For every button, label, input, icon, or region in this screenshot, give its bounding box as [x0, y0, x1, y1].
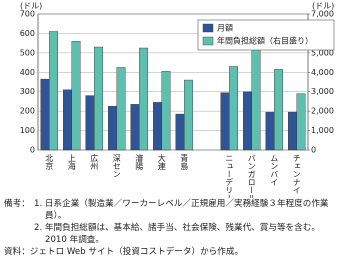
y-tick-label: 400	[20, 68, 35, 77]
note: 2. 年間負担総額は、基本給、諸手当、社会保険、残業代、賞与等を含む。2010 …	[34, 223, 320, 245]
note: 1. 日系企業（製造業／ワーカーレベル／正規雇用／実務経験３年程度の作業員）。	[34, 199, 329, 221]
y-tick-label: 300	[20, 87, 35, 96]
x-tick-label: 上海	[67, 154, 76, 171]
source: 資料：ジェトロ Web サイト（投資コストデータ）から作成。	[4, 247, 244, 257]
bar	[265, 111, 275, 151]
bar	[152, 102, 162, 151]
x-tick-label: 瀋陽	[135, 153, 144, 171]
bar	[184, 79, 194, 151]
legend-swatch	[202, 36, 214, 46]
y2-tick-label: 0	[311, 146, 316, 155]
y2-tick-label: 1,000	[311, 126, 334, 135]
y-unit: (ドル)	[20, 2, 42, 11]
y-tick-label: 500	[20, 48, 35, 57]
legend-label: 年間負担総額（右目盛り）	[217, 36, 313, 46]
bar	[251, 47, 261, 151]
y2-unit: (ドル)	[312, 2, 334, 11]
bar	[274, 69, 284, 151]
y-tick-label: 700	[20, 10, 35, 19]
bar	[130, 104, 140, 151]
bar	[161, 71, 171, 151]
bar	[288, 111, 297, 151]
x-tick-label: 大連	[157, 153, 166, 171]
notes: 備考： 1. 日系企業（製造業／ワーカーレベル／正規雇用／実務経験３年程度の作業…	[4, 198, 338, 258]
y2-tick-label: 5,000	[311, 48, 334, 57]
bar	[229, 66, 239, 151]
x-tick-label: 北京	[45, 154, 54, 171]
bar	[296, 93, 306, 151]
y-tick-label: 200	[20, 107, 35, 116]
y2-tick-label: 7,000	[311, 10, 334, 19]
x-tick-label: チェンナイ	[292, 154, 301, 194]
chart: (ドル) (ドル) 0 100 200 300 400 500 600 700 0 1,000 2,…	[20, 2, 335, 198]
bar	[85, 95, 95, 151]
x-tick-label: ニューデリー	[225, 154, 234, 198]
bar	[139, 47, 149, 151]
x-tick-label: バンガロール	[247, 154, 256, 198]
x-tick-label: ムンバイ	[270, 154, 279, 186]
notes-label: 備考：	[4, 199, 30, 209]
x-tick-label: 深セン	[112, 154, 121, 178]
bar	[63, 89, 72, 151]
bar	[242, 91, 252, 151]
bar	[107, 106, 117, 151]
x-tick-label: 青島	[180, 153, 189, 171]
x-tick-label: 広州	[90, 153, 99, 170]
y2-tick-label: 2,000	[311, 107, 334, 116]
y-tick-label: 100	[20, 126, 35, 135]
bar	[40, 78, 50, 151]
bar	[175, 113, 185, 151]
bar	[71, 41, 81, 151]
y2-tick-label: 4,000	[311, 68, 334, 77]
y-tick-label: 600	[20, 29, 35, 38]
legend-label: 月額	[217, 23, 233, 33]
y-tick-label: 0	[30, 146, 35, 155]
legend-box	[197, 19, 335, 51]
y2-tick-label: 3,000	[311, 87, 334, 96]
bar	[116, 67, 126, 151]
bar	[49, 31, 59, 151]
bar	[94, 46, 104, 151]
notes-items: 1. 日系企業（製造業／ワーカーレベル／正規雇用／実務経験３年程度の作業員）。 …	[34, 198, 338, 246]
bar	[220, 92, 230, 151]
notes-row: 備考： 1. 日系企業（製造業／ワーカーレベル／正規雇用／実務経験３年程度の作業…	[4, 198, 338, 246]
legend-swatch	[202, 23, 214, 33]
